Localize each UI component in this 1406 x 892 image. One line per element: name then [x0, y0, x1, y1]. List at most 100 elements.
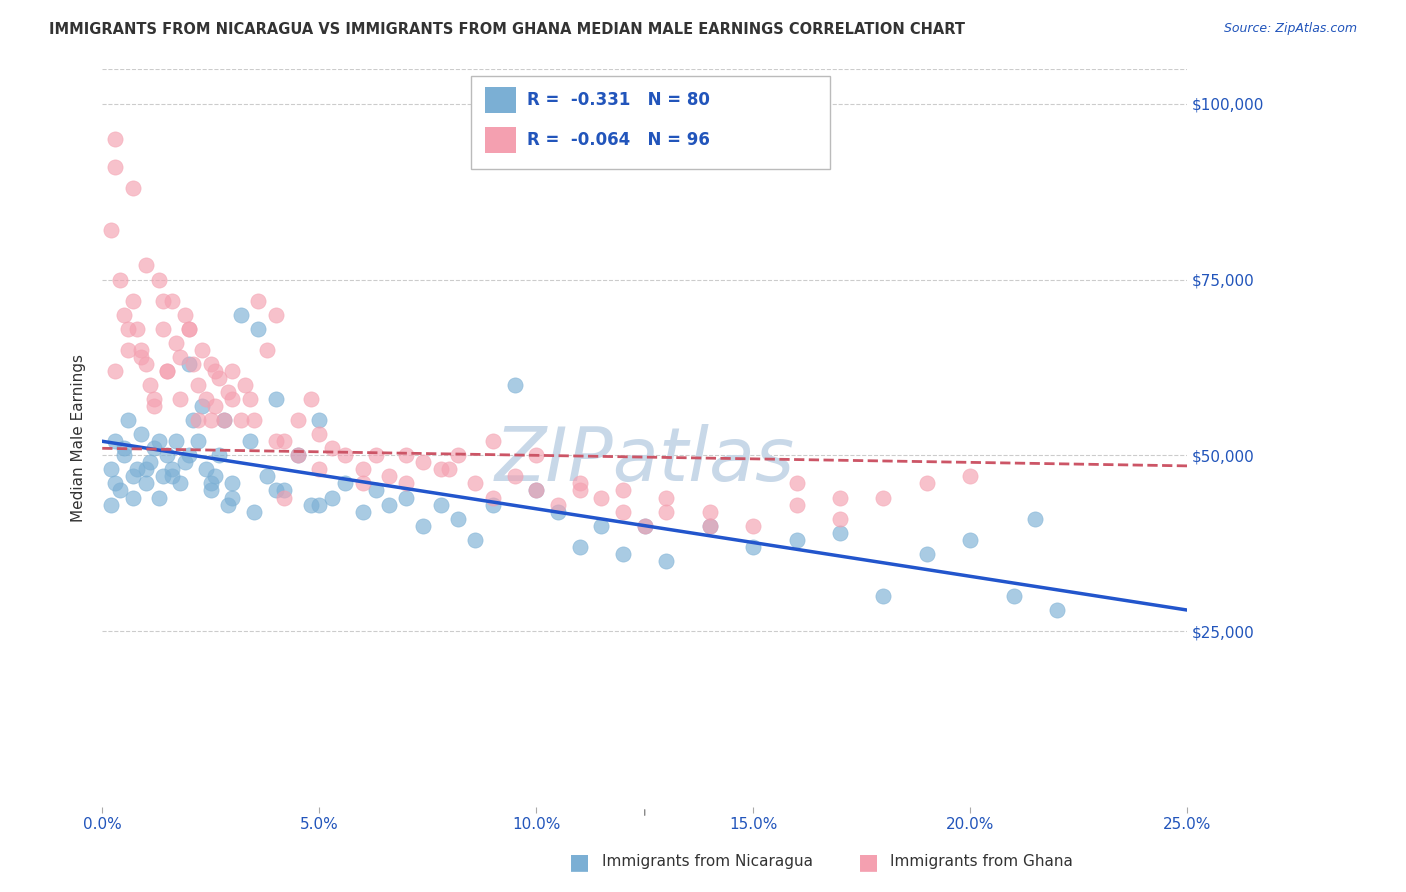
- Point: [321, 442, 343, 456]
- Point: [221, 476, 243, 491]
- Point: [143, 442, 166, 456]
- Point: [117, 413, 139, 427]
- Point: [308, 462, 330, 476]
- Point: [308, 413, 330, 427]
- Point: [568, 540, 591, 554]
- Point: [143, 399, 166, 413]
- Point: [352, 505, 374, 519]
- Point: [156, 364, 179, 378]
- Point: [177, 322, 200, 336]
- Point: [195, 462, 218, 476]
- Text: R =  -0.064   N = 96: R = -0.064 N = 96: [527, 131, 710, 149]
- Point: [100, 223, 122, 237]
- Point: [212, 413, 235, 427]
- Point: [352, 476, 374, 491]
- Point: [524, 448, 547, 462]
- Point: [264, 434, 287, 449]
- Point: [125, 462, 148, 476]
- Text: IMMIGRANTS FROM NICARAGUA VS IMMIGRANTS FROM GHANA MEDIAN MALE EARNINGS CORRELAT: IMMIGRANTS FROM NICARAGUA VS IMMIGRANTS …: [49, 22, 965, 37]
- Point: [100, 462, 122, 476]
- Point: [447, 448, 470, 462]
- Point: [187, 378, 209, 392]
- Point: [121, 469, 143, 483]
- Point: [352, 462, 374, 476]
- Point: [395, 476, 418, 491]
- Text: Immigrants from Ghana: Immigrants from Ghana: [890, 855, 1073, 869]
- Point: [612, 547, 634, 561]
- Point: [287, 413, 309, 427]
- Point: [121, 293, 143, 308]
- Point: [108, 272, 131, 286]
- Point: [377, 469, 399, 483]
- Point: [959, 533, 981, 547]
- Point: [148, 434, 170, 449]
- Point: [104, 160, 127, 174]
- Point: [264, 392, 287, 406]
- Point: [104, 364, 127, 378]
- Point: [634, 518, 657, 533]
- Point: [208, 371, 231, 385]
- Point: [482, 491, 505, 505]
- Text: ■: ■: [858, 852, 879, 871]
- Point: [786, 533, 808, 547]
- Point: [524, 483, 547, 498]
- Point: [503, 469, 526, 483]
- Point: [100, 498, 122, 512]
- Point: [177, 322, 200, 336]
- Point: [135, 357, 157, 371]
- Point: [1024, 511, 1046, 525]
- Point: [152, 293, 174, 308]
- Point: [125, 322, 148, 336]
- Point: [156, 364, 179, 378]
- Point: [104, 132, 127, 146]
- Point: [482, 434, 505, 449]
- Point: [239, 434, 262, 449]
- Point: [915, 476, 938, 491]
- Point: [299, 392, 322, 406]
- Point: [135, 259, 157, 273]
- Point: [139, 378, 162, 392]
- Point: [412, 518, 434, 533]
- Point: [699, 518, 721, 533]
- Point: [177, 448, 200, 462]
- Point: [287, 448, 309, 462]
- Point: [191, 399, 214, 413]
- Point: [139, 455, 162, 469]
- Text: Immigrants from Nicaragua: Immigrants from Nicaragua: [602, 855, 813, 869]
- Point: [308, 498, 330, 512]
- Point: [221, 392, 243, 406]
- Point: [273, 491, 295, 505]
- Point: [200, 476, 222, 491]
- Point: [117, 322, 139, 336]
- Point: [204, 364, 226, 378]
- Point: [655, 505, 678, 519]
- Point: [308, 427, 330, 442]
- Point: [447, 511, 470, 525]
- Point: [173, 308, 195, 322]
- Point: [429, 462, 451, 476]
- Point: [243, 413, 266, 427]
- Point: [395, 448, 418, 462]
- Text: R =  -0.331   N = 80: R = -0.331 N = 80: [527, 91, 710, 109]
- Point: [200, 483, 222, 498]
- Point: [229, 308, 252, 322]
- Point: [212, 413, 235, 427]
- Point: [217, 385, 239, 400]
- Point: [547, 505, 569, 519]
- Point: [872, 589, 894, 603]
- Point: [243, 505, 266, 519]
- Point: [247, 322, 270, 336]
- Point: [568, 476, 591, 491]
- Point: [547, 498, 569, 512]
- Point: [221, 364, 243, 378]
- Point: [156, 448, 179, 462]
- Text: Source: ZipAtlas.com: Source: ZipAtlas.com: [1223, 22, 1357, 36]
- Point: [165, 335, 187, 350]
- Point: [699, 505, 721, 519]
- Point: [742, 540, 765, 554]
- Point: [828, 491, 851, 505]
- Point: [187, 434, 209, 449]
- Point: [377, 498, 399, 512]
- Point: [786, 476, 808, 491]
- Point: [364, 448, 387, 462]
